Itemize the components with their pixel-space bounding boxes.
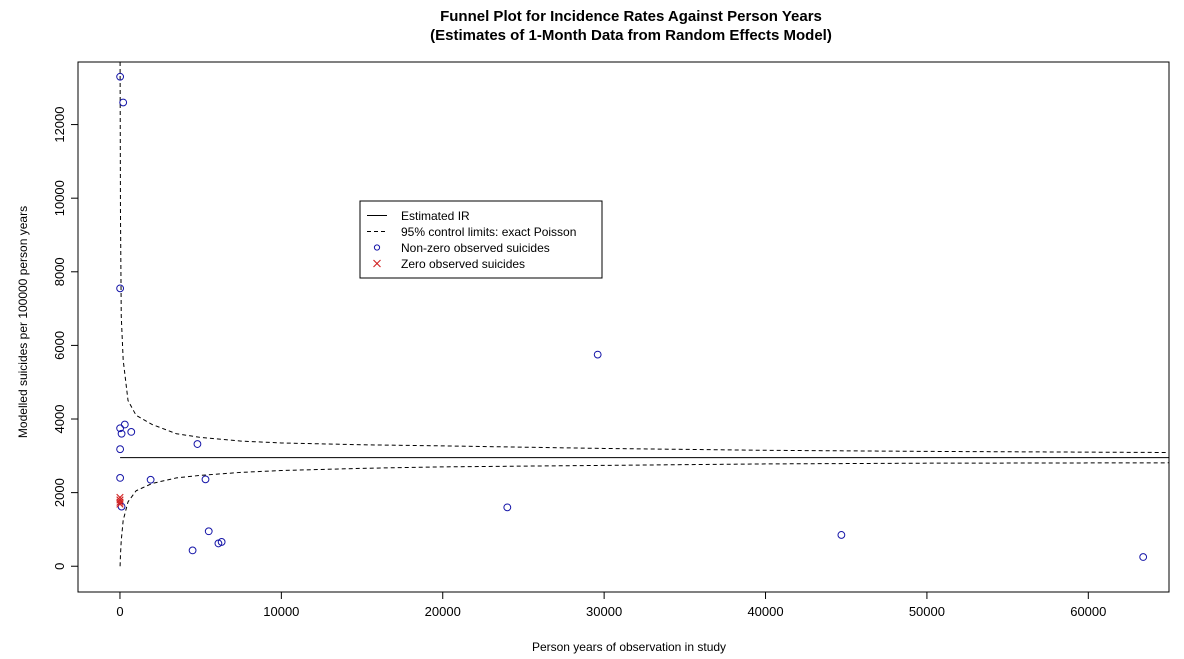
lower-control-limit	[119, 462, 1170, 567]
legend-cross-icon	[373, 259, 381, 268]
point-zero	[116, 498, 124, 506]
point-non-zero	[116, 445, 125, 454]
chart-title: Funnel Plot for Incidence Rates Against …	[440, 8, 822, 25]
legend-item-non-zero: Non-zero observed suicides	[401, 241, 550, 255]
point-non-zero	[146, 475, 155, 484]
x-tick-label: 60000	[1070, 604, 1106, 619]
point-non-zero	[217, 538, 226, 546]
point-zero	[116, 500, 124, 508]
legend-circle-icon	[373, 244, 381, 251]
x-axis: 0 10000 20000 30000 40000 50000 60000	[116, 591, 1106, 619]
x-tick-label: 10000	[263, 604, 299, 619]
point-non-zero	[193, 440, 202, 448]
point-non-zero	[1139, 553, 1148, 561]
point-non-zero	[116, 284, 125, 293]
point-non-zero	[120, 420, 129, 429]
point-non-zero	[201, 475, 210, 484]
chart-subtitle: (Estimates of 1-Month Data from Random E…	[430, 27, 832, 44]
x-tick-label: 50000	[909, 604, 945, 619]
cross-stroke	[116, 498, 124, 506]
y-tick-label: 2000	[52, 478, 67, 507]
point-non-zero	[837, 531, 846, 539]
legend-box	[359, 200, 603, 279]
point-non-zero	[503, 503, 512, 512]
y-tick-label: 10000	[52, 180, 67, 216]
cross-stroke	[116, 500, 124, 508]
legend-item-control-limits: 95% control limits: exact Poisson	[401, 225, 576, 239]
x-tick-label: 30000	[586, 604, 622, 619]
point-non-zero	[116, 72, 125, 81]
plot-frame	[77, 61, 1170, 593]
y-tick-label: 6000	[52, 331, 67, 360]
x-tick-label: 20000	[425, 604, 461, 619]
y-tick-label: 0	[52, 563, 67, 570]
point-non-zero	[188, 546, 197, 555]
legend: Estimated IR 95% control limits: exact P…	[359, 200, 603, 279]
x-tick-label: 0	[116, 604, 123, 619]
y-axis: 0 2000 4000 6000 8000 10000 12000	[52, 106, 79, 570]
legend-item-estimated-ir: Estimated IR	[401, 209, 470, 223]
legend-item-zero: Zero observed suicides	[401, 257, 525, 271]
point-non-zero	[119, 98, 128, 107]
x-tick-label: 40000	[747, 604, 783, 619]
point-non-zero	[127, 427, 136, 436]
y-tick-label: 4000	[52, 405, 67, 434]
point-non-zero	[117, 429, 126, 438]
y-tick-label: 8000	[52, 257, 67, 286]
y-axis-label: Modelled suicides per 100000 person year…	[16, 206, 30, 438]
y-tick-label: 12000	[52, 106, 67, 142]
reference-lines	[119, 61, 1170, 567]
upper-control-limit	[119, 61, 1170, 454]
point-non-zero	[593, 350, 602, 359]
point-non-zero	[204, 527, 213, 536]
x-axis-label: Person years of observation in study	[532, 640, 726, 654]
data-points	[116, 72, 1148, 561]
point-non-zero	[116, 474, 125, 482]
